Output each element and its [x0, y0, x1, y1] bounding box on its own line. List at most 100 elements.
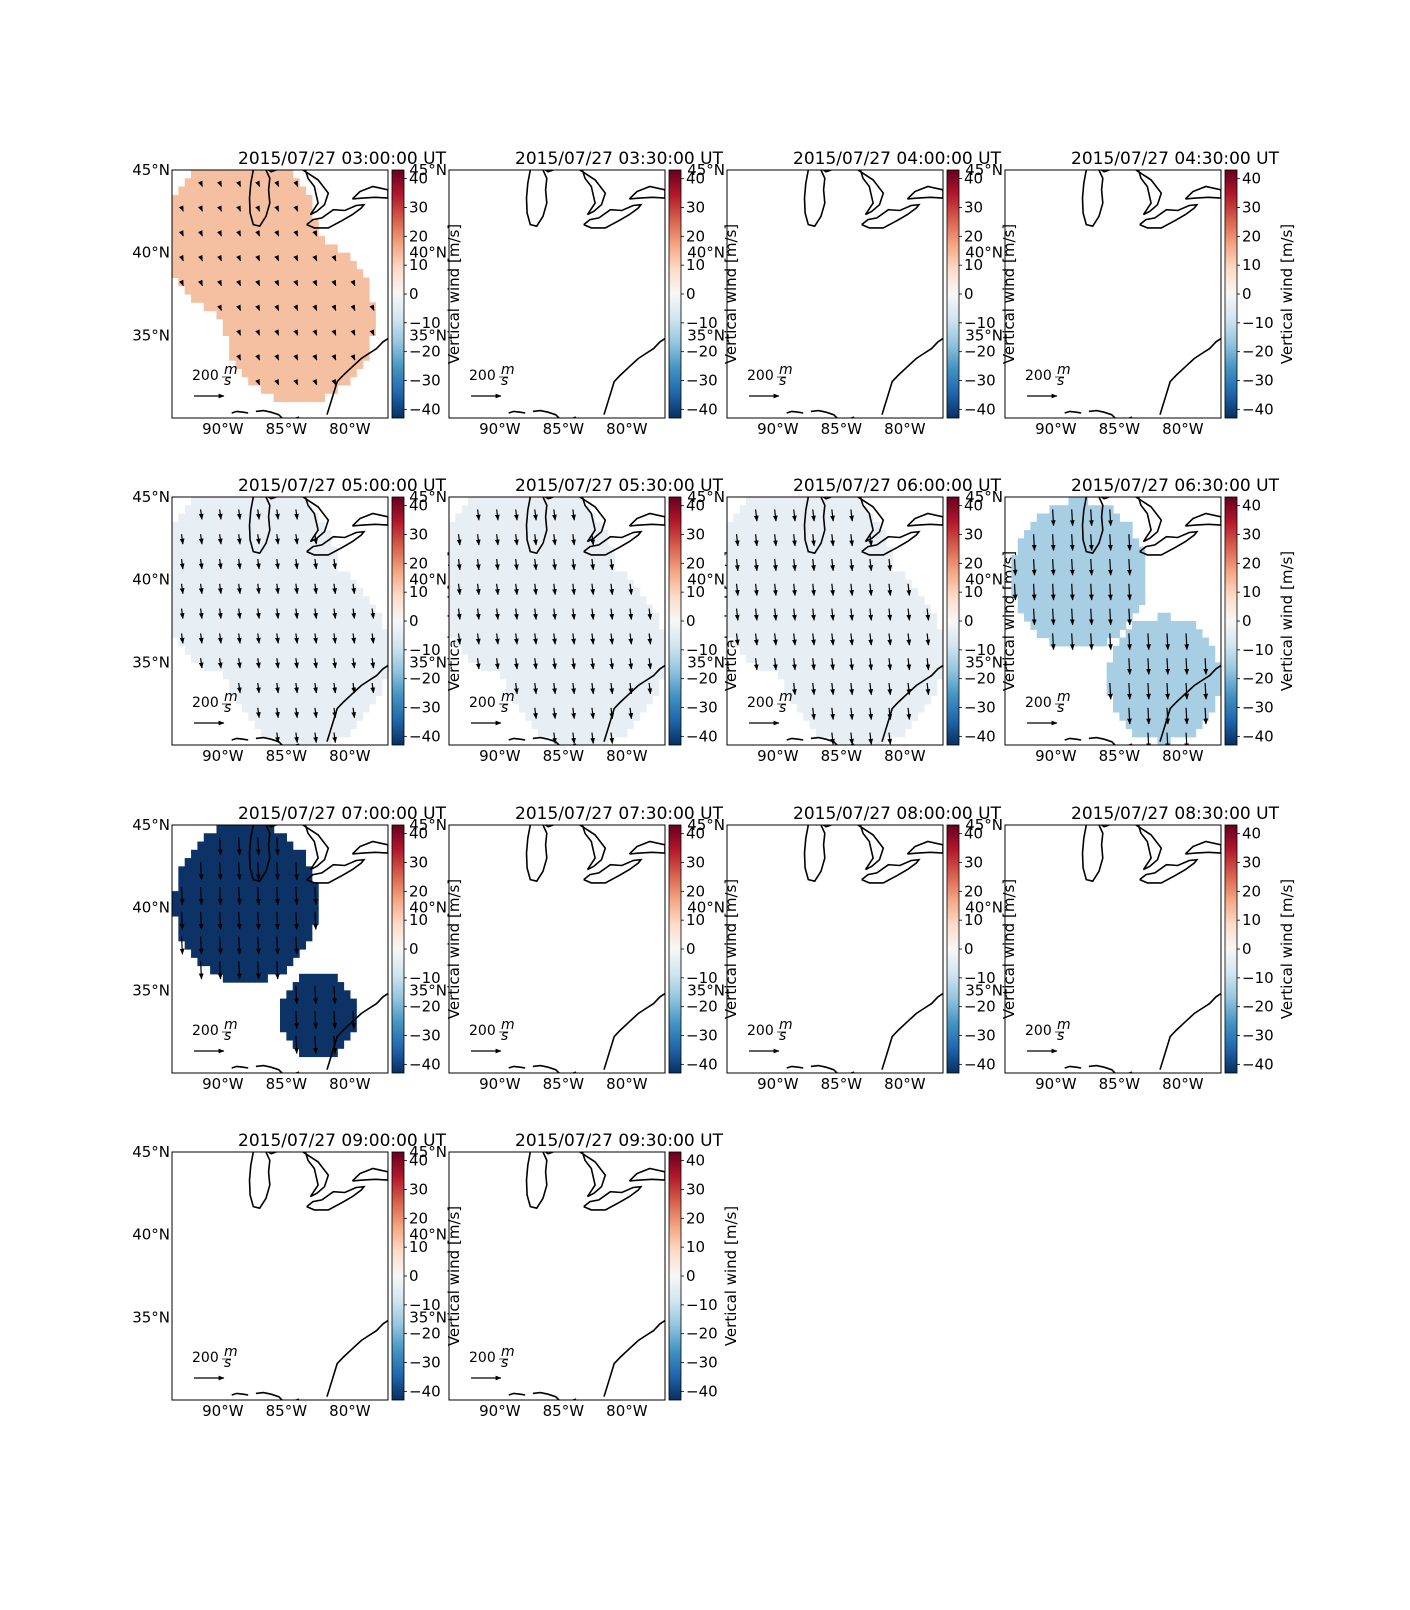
- wind-cell: [557, 728, 564, 738]
- wind-cell: [260, 629, 268, 639]
- wind-cell: [203, 497, 211, 506]
- wind-cell: [318, 728, 326, 738]
- wind-cell: [1151, 621, 1159, 630]
- wind-cell: [518, 546, 526, 556]
- wind-cell: [1062, 637, 1070, 647]
- wind-cell: [222, 858, 230, 867]
- wind-cell: [241, 924, 249, 934]
- wind-cell: [841, 530, 849, 539]
- wind-vector: [275, 837, 280, 856]
- wind-cell: [487, 538, 495, 548]
- wind-cell: [518, 654, 526, 663]
- wind-cell: [569, 546, 577, 556]
- wind-cell: [758, 579, 766, 589]
- wind-cell: [1030, 546, 1038, 556]
- wind-cell: [563, 587, 571, 597]
- quiver-key-unit-num: m: [779, 689, 793, 705]
- wind-vector: [256, 633, 261, 644]
- coastline: [255, 409, 300, 418]
- wind-cell: [184, 874, 192, 884]
- wind-cell: [930, 612, 938, 622]
- wind-cell: [203, 621, 211, 630]
- wind-cell: [758, 513, 766, 523]
- wind-cell: [292, 571, 300, 581]
- wind-cell: [633, 596, 641, 606]
- wind-cell: [267, 858, 275, 867]
- wind-cell: [531, 621, 539, 630]
- wind-cell: [248, 604, 256, 614]
- wind-cell: [248, 932, 256, 942]
- wind-cell: [305, 1048, 313, 1058]
- wind-cell: [873, 662, 881, 672]
- wind-cell: [203, 899, 211, 909]
- colorbar-tick-label: 30: [1242, 525, 1261, 543]
- wind-cell: [273, 571, 281, 581]
- wind-cell: [803, 554, 811, 564]
- wind-vector: [1108, 509, 1113, 527]
- colorbar-tick-label: 30: [686, 198, 705, 216]
- wind-cell: [784, 587, 792, 597]
- wind-cell: [582, 736, 590, 745]
- wind-cell: [318, 554, 326, 564]
- wind-cell: [229, 825, 237, 834]
- wind-cell: [917, 654, 925, 663]
- wind-cell: [330, 720, 338, 730]
- wind-cell: [809, 670, 817, 680]
- wind-cell: [733, 521, 741, 531]
- wind-cell: [260, 335, 268, 345]
- wind-vector: [255, 254, 261, 262]
- wind-cell: [203, 571, 211, 581]
- colorbar-tick-label: −40: [1242, 727, 1274, 745]
- wind-vector: [1203, 682, 1209, 700]
- wind-cell: [324, 637, 332, 647]
- wind-cell: [229, 662, 237, 672]
- wind-cell: [286, 645, 294, 655]
- wind-cell: [1176, 654, 1184, 663]
- lon-tick-label: 90°W: [479, 747, 521, 765]
- wind-cell: [595, 538, 603, 548]
- wind-cell: [267, 327, 275, 336]
- wind-cell: [273, 360, 281, 369]
- wind-vector: [255, 378, 261, 386]
- lake-michigan-outline: [1081, 170, 1104, 228]
- wind-cell: [739, 596, 747, 606]
- wind-cell: [254, 571, 262, 581]
- wind-cell: [626, 621, 634, 630]
- wind-cell: [381, 670, 388, 680]
- wind-cell: [184, 203, 192, 212]
- wind-cell: [273, 269, 281, 279]
- wind-vector: [294, 936, 299, 955]
- wind-cell: [273, 244, 281, 254]
- lon-tick-label: 80°W: [606, 420, 648, 438]
- wind-vector: [294, 986, 299, 1005]
- wind-cell: [267, 368, 275, 378]
- wind-cell: [362, 318, 370, 328]
- wind-cell: [229, 538, 237, 548]
- wind-cell: [267, 244, 275, 254]
- wind-cell: [273, 285, 281, 295]
- wind-cell: [299, 645, 307, 655]
- wind-cell: [343, 670, 351, 680]
- wind-cell: [343, 327, 351, 336]
- wind-cell: [191, 563, 199, 572]
- wind-cell: [324, 368, 332, 378]
- wind-vector: [609, 658, 615, 670]
- wind-cell: [356, 662, 364, 672]
- wind-vector: [217, 230, 222, 237]
- wind-vector: [590, 608, 596, 620]
- wind-cell: [480, 654, 488, 663]
- wind-cell: [216, 219, 224, 229]
- wind-cell: [1055, 604, 1063, 614]
- wind-cell: [879, 530, 887, 539]
- wind-cell: [280, 645, 287, 655]
- wind-cell: [822, 596, 830, 606]
- map-frame: [171, 496, 389, 746]
- quiver-key: 200 ms: [469, 362, 515, 399]
- wind-cell: [917, 629, 925, 639]
- wind-cell: [1151, 645, 1159, 655]
- wind-cell: [235, 335, 243, 345]
- wind-cell: [607, 720, 615, 730]
- colorbar-tick-label: −40: [686, 1382, 718, 1400]
- wind-cell: [860, 579, 868, 589]
